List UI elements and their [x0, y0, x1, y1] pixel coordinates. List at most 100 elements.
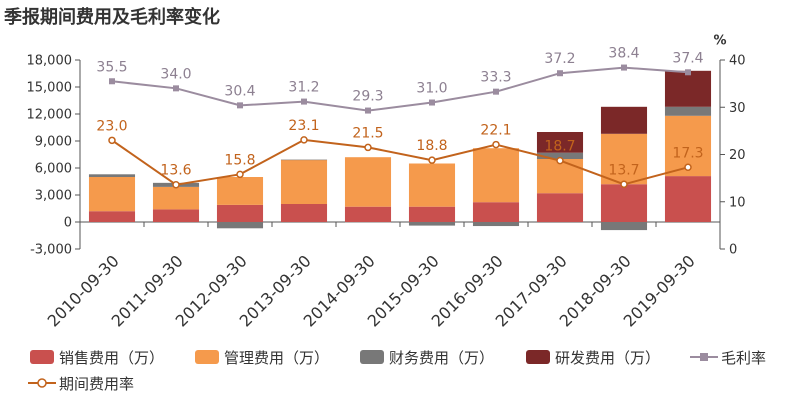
legend-label-finance-expense: 财务费用（万）	[389, 348, 495, 367]
point-label-s5-2012-09-30: 15.8	[224, 152, 255, 168]
legend-swatch-admin-expense	[195, 350, 219, 364]
bar-s0-2011-09-30	[152, 209, 200, 222]
bar-s2-2019-09-30	[664, 106, 712, 116]
bar-s0-2010-09-30	[88, 211, 136, 222]
point-marker-s4-2016-09-30	[493, 88, 499, 95]
bar-s3-2018-09-30	[600, 106, 648, 134]
bar-s2-2013-09-30	[280, 159, 328, 161]
legend-circle-marker	[37, 378, 47, 388]
point-label-s4-2010-09-30: 35.5	[96, 59, 127, 75]
bar-s2-2017-09-30	[536, 152, 584, 159]
point-label-s4-2013-09-30: 31.2	[288, 80, 319, 96]
legend-bar-swatch	[195, 350, 219, 364]
legend-item-sales-expense[interactable]: 销售费用（万）	[28, 348, 165, 367]
line-s5	[111, 138, 689, 186]
point-label-s4-2017-09-30: 37.2	[544, 51, 575, 67]
bar-s2-2014-09-30	[344, 222, 392, 223]
bar-s0-2012-09-30	[216, 204, 264, 222]
point-label-s5-2015-09-30: 18.8	[416, 138, 447, 154]
legend-bar-swatch	[360, 350, 384, 364]
right-y-tick-label: 10	[729, 195, 746, 210]
point-label-s5-2019-09-30: 17.3	[672, 145, 703, 161]
bar-s3-2017-09-30	[536, 132, 584, 153]
legend-item-gross-margin[interactable]: 毛利率	[690, 348, 766, 367]
point-marker-s5-2010-09-30	[108, 136, 116, 145]
bar-s1-2013-09-30	[280, 159, 328, 204]
bar-s1-2012-09-30	[216, 177, 264, 205]
bar-s1-2016-09-30	[472, 148, 520, 203]
point-label-s4-2012-09-30: 30.4	[224, 83, 255, 99]
bars-group	[88, 70, 712, 231]
point-label-s4-2015-09-30: 31.0	[416, 81, 447, 97]
left-y-tick-label: -3,000	[30, 243, 72, 258]
point-marker-s4-2014-09-30	[365, 107, 371, 114]
point-marker-s4-2010-09-30	[109, 78, 115, 85]
legend-swatch-sales-expense	[30, 350, 54, 364]
legend-item-finance-expense[interactable]: 财务费用（万）	[358, 348, 495, 367]
legend-label-admin-expense: 管理费用（万）	[224, 348, 330, 367]
bar-s0-2018-09-30	[600, 184, 648, 222]
bar-s2-2010-09-30	[88, 174, 136, 177]
legend-bar-swatch	[526, 350, 550, 364]
point-marker-s4-2017-09-30	[557, 70, 563, 77]
bar-s0-2019-09-30	[664, 176, 712, 222]
right-y-tick-label: 30	[729, 101, 746, 116]
bar-s2-2015-09-30	[408, 222, 456, 226]
bar-s1-2017-09-30	[536, 159, 584, 194]
bar-s1-2011-09-30	[152, 186, 200, 210]
bar-s2-2016-09-30	[472, 222, 520, 227]
left-y-tick-label: 9,000	[35, 135, 72, 150]
point-marker-s5-2012-09-30	[236, 170, 244, 179]
point-label-s5-2018-09-30: 13.7	[608, 162, 639, 178]
bar-s0-2016-09-30	[472, 202, 520, 222]
bar-s1-2014-09-30	[344, 157, 392, 207]
point-label-s5-2011-09-30: 13.6	[160, 163, 191, 179]
point-marker-s5-2019-09-30	[684, 163, 692, 172]
point-marker-s5-2018-09-30	[620, 180, 628, 189]
bar-s2-2018-09-30	[600, 222, 648, 231]
point-marker-s5-2013-09-30	[300, 136, 308, 144]
legend-item-admin-expense[interactable]: 管理费用（万）	[193, 348, 330, 367]
bar-s0-2013-09-30	[280, 204, 328, 222]
point-label-s5-2016-09-30: 22.1	[480, 123, 511, 139]
left-y-tick-label: 0	[64, 216, 72, 231]
point-label-s4-2011-09-30: 34.0	[160, 66, 191, 82]
right-y-tick-label: 20	[729, 148, 746, 163]
bar-s0-2014-09-30	[344, 206, 392, 222]
right-y-tick-label: 0	[729, 243, 737, 258]
point-marker-s4-2018-09-30	[621, 64, 627, 71]
legend-label-sales-expense: 销售费用（万）	[59, 348, 165, 367]
legend-swatch-finance-expense	[360, 350, 384, 364]
legend-swatch-expense-ratio	[28, 378, 56, 388]
point-marker-s5-2017-09-30	[556, 156, 564, 165]
point-marker-s4-2012-09-30	[237, 102, 243, 109]
point-marker-s5-2016-09-30	[492, 140, 500, 149]
left-y-tick-label: 6,000	[35, 162, 72, 177]
left-y-tick-label: 3,000	[35, 189, 72, 204]
legend-swatch-gross-margin	[690, 353, 718, 361]
legend-item-expense-ratio[interactable]: 期间费用率	[28, 374, 135, 393]
legend-bar-swatch	[30, 350, 54, 364]
point-marker-s4-2019-09-30	[685, 69, 691, 76]
point-label-s4-2014-09-30: 29.3	[352, 89, 383, 105]
bar-s3-2019-09-30	[664, 70, 712, 107]
data-labels-group: 35.5 34.0 30.4 31.2 29.3 31.0 33.3 37.2 38.4 37.4…	[96, 46, 703, 179]
legend-label-expense-ratio: 期间费用率	[59, 374, 135, 393]
legend-item-rnd-expense[interactable]: 研发费用（万）	[524, 348, 661, 367]
bar-s0-2017-09-30	[536, 193, 584, 222]
legend-label-rnd-expense: 研发费用（万）	[555, 348, 661, 367]
point-marker-s5-2015-09-30	[428, 156, 436, 164]
legend-swatch-rnd-expense	[526, 350, 550, 364]
point-marker-s4-2013-09-30	[301, 98, 307, 105]
point-label-s4-2016-09-30: 33.3	[480, 70, 511, 86]
left-y-tick-label: 18,000	[27, 54, 73, 69]
point-label-s4-2018-09-30: 38.4	[608, 46, 639, 62]
right-y-axis-unit: %	[713, 34, 726, 49]
lines-group	[108, 64, 692, 189]
right-y-tick-label: 40	[729, 54, 746, 69]
left-y-tick-label: 15,000	[27, 81, 73, 96]
point-marker-s5-2014-09-30	[364, 143, 372, 152]
point-marker-s5-2011-09-30	[172, 180, 180, 189]
left-y-tick-label: 12,000	[27, 108, 73, 123]
